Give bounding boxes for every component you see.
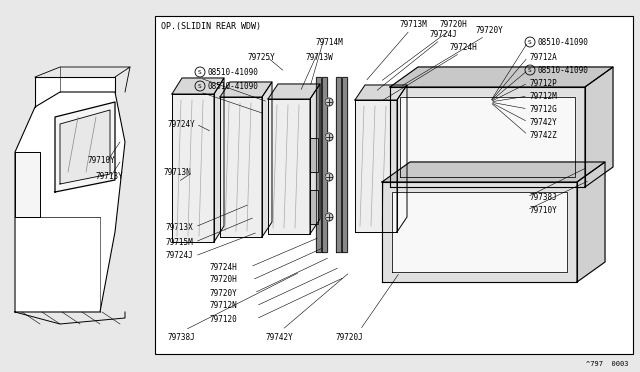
Polygon shape (355, 100, 397, 232)
Polygon shape (172, 78, 224, 94)
Polygon shape (220, 97, 262, 237)
Text: 79724H: 79724H (450, 42, 477, 51)
Text: 79713M: 79713M (400, 19, 428, 29)
Text: 79710Y: 79710Y (530, 205, 557, 215)
Polygon shape (390, 87, 585, 187)
Text: 79713N: 79713N (163, 167, 191, 176)
Polygon shape (400, 97, 575, 177)
Polygon shape (268, 99, 310, 234)
Polygon shape (220, 82, 272, 97)
Circle shape (325, 173, 333, 181)
Polygon shape (310, 190, 318, 224)
Polygon shape (15, 92, 125, 312)
Text: 79712P: 79712P (530, 78, 557, 87)
Polygon shape (214, 78, 224, 242)
Polygon shape (322, 77, 327, 252)
Text: 79720Y: 79720Y (210, 289, 237, 298)
Text: 79712G: 79712G (530, 105, 557, 113)
Text: 79712N: 79712N (210, 301, 237, 311)
Text: 79720H: 79720H (210, 276, 237, 285)
Text: 79724H: 79724H (210, 263, 237, 272)
Text: 08510-41090: 08510-41090 (208, 81, 259, 90)
Polygon shape (35, 77, 115, 107)
Text: 79713W: 79713W (305, 52, 333, 61)
Polygon shape (316, 77, 321, 252)
Text: 79724Y: 79724Y (168, 119, 196, 128)
Text: 79742Y: 79742Y (530, 118, 557, 126)
Text: 08510-41090: 08510-41090 (208, 67, 259, 77)
Polygon shape (55, 102, 115, 192)
Polygon shape (390, 67, 613, 87)
Text: S: S (198, 83, 202, 89)
Text: 79720Y: 79720Y (475, 26, 503, 35)
Text: 79720J: 79720J (335, 333, 363, 341)
Text: 79720H: 79720H (440, 19, 468, 29)
Circle shape (325, 98, 333, 106)
Text: 79738J: 79738J (168, 333, 196, 341)
Circle shape (325, 133, 333, 141)
Polygon shape (585, 67, 613, 187)
Polygon shape (15, 152, 40, 217)
Circle shape (325, 213, 333, 221)
Text: 08510-41090: 08510-41090 (538, 38, 589, 46)
Text: 79742Z: 79742Z (530, 131, 557, 140)
Polygon shape (60, 110, 110, 184)
Polygon shape (262, 82, 272, 237)
Text: 79713X: 79713X (165, 222, 193, 231)
Text: 79712A: 79712A (530, 52, 557, 61)
Text: 79725Y: 79725Y (248, 52, 276, 61)
Text: 08510-41090: 08510-41090 (538, 65, 589, 74)
Text: 79742Y: 79742Y (265, 333, 292, 341)
Text: 79713Y: 79713Y (95, 171, 123, 180)
Polygon shape (268, 84, 320, 99)
Text: 79738J: 79738J (530, 192, 557, 202)
Polygon shape (382, 162, 605, 182)
Text: S: S (528, 67, 532, 73)
Bar (155, 16, 633, 354)
Text: 797120: 797120 (210, 314, 237, 324)
Polygon shape (310, 138, 318, 172)
Text: 79724J: 79724J (430, 29, 458, 38)
Text: ^797  0003: ^797 0003 (586, 361, 628, 367)
Text: S: S (198, 70, 202, 74)
Text: S: S (528, 39, 532, 45)
Polygon shape (336, 77, 341, 252)
Text: 79712M: 79712M (530, 92, 557, 100)
Text: 79724J: 79724J (165, 251, 193, 260)
Polygon shape (310, 84, 320, 234)
Polygon shape (577, 162, 605, 282)
Polygon shape (392, 192, 567, 272)
Polygon shape (355, 85, 407, 100)
Polygon shape (382, 182, 577, 282)
Polygon shape (172, 94, 214, 242)
Text: 79710Y: 79710Y (88, 155, 116, 164)
Polygon shape (397, 85, 407, 232)
Text: OP.(SLIDIN REAR WDW): OP.(SLIDIN REAR WDW) (161, 22, 261, 31)
Polygon shape (342, 77, 347, 252)
Text: 79715M: 79715M (165, 237, 193, 247)
Text: 79714M: 79714M (315, 38, 343, 46)
